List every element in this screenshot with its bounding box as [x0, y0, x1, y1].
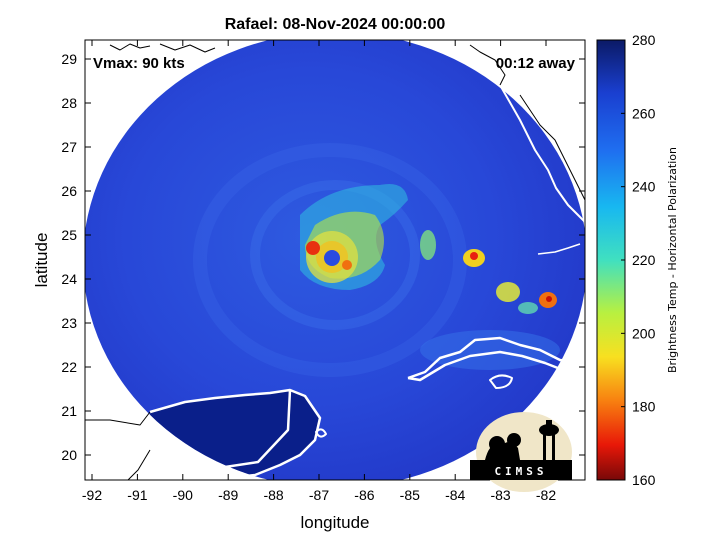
cimss-logo: CIMSS — [470, 412, 572, 492]
colorbar-tick-label: 160 — [632, 472, 656, 488]
colorbar-tick-label: 180 — [632, 399, 656, 415]
y-tick-label: 29 — [61, 51, 77, 67]
y-tick-label: 24 — [61, 271, 77, 287]
y-axis: 29 28 27 26 25 24 23 22 21 20 — [61, 51, 585, 463]
x-tick-label: -87 — [309, 487, 329, 503]
colorbar-tick-label: 220 — [632, 252, 656, 268]
colorbar-label: Brightness Temp - Horizontal Polarizatio… — [666, 147, 679, 373]
x-tick-label: -92 — [82, 487, 102, 503]
y-tick-label: 21 — [61, 403, 77, 419]
coastlines — [85, 43, 585, 480]
x-tick-label: -85 — [400, 487, 420, 503]
y-axis-label: latitude — [32, 233, 51, 288]
colorbar-tick-label: 240 — [632, 179, 656, 195]
colorbar-ticks: 280 260 240 220 200 180 160 — [621, 32, 656, 488]
x-tick-label: -82 — [536, 487, 556, 503]
y-tick-label: 23 — [61, 315, 77, 331]
colorbar-tick-label: 200 — [632, 325, 656, 341]
colorbar-tick-label: 280 — [632, 32, 656, 48]
y-tick-label: 27 — [61, 139, 77, 155]
map-title: Rafael: 08-Nov-2024 00:00:00 — [225, 16, 446, 33]
x-tick-label: -89 — [218, 487, 238, 503]
y-tick-label: 25 — [61, 227, 77, 243]
x-tick-label: -86 — [354, 487, 374, 503]
vmax-label: Vmax: 90 kts — [93, 55, 185, 72]
plot-frame — [84, 39, 586, 481]
x-tick-label: -83 — [490, 487, 510, 503]
x-tick-label: -84 — [445, 487, 465, 503]
x-axis-label: longitude — [300, 513, 369, 532]
x-tick-label: -88 — [263, 487, 283, 503]
y-tick-label: 28 — [61, 95, 77, 111]
x-tick-label: -90 — [173, 487, 193, 503]
colorbar-scale — [596, 39, 626, 481]
brightness-temp-swath — [85, 40, 585, 480]
x-tick-label: -91 — [127, 487, 147, 503]
colorbar-tick-label: 260 — [632, 105, 656, 121]
y-tick-label: 20 — [61, 447, 77, 463]
y-tick-label: 26 — [61, 183, 77, 199]
time-offset-label: 00:12 away — [496, 55, 576, 72]
x-axis: -92 -91 -90 -89 -88 -87 -86 -85 -84 -83 -82 — [82, 40, 556, 503]
y-tick-label: 22 — [61, 359, 77, 375]
logo-text: CIMSS — [494, 465, 547, 478]
colorbar: 280 260 240 220 200 180 160 Brightness Temp - … — [596, 32, 679, 488]
